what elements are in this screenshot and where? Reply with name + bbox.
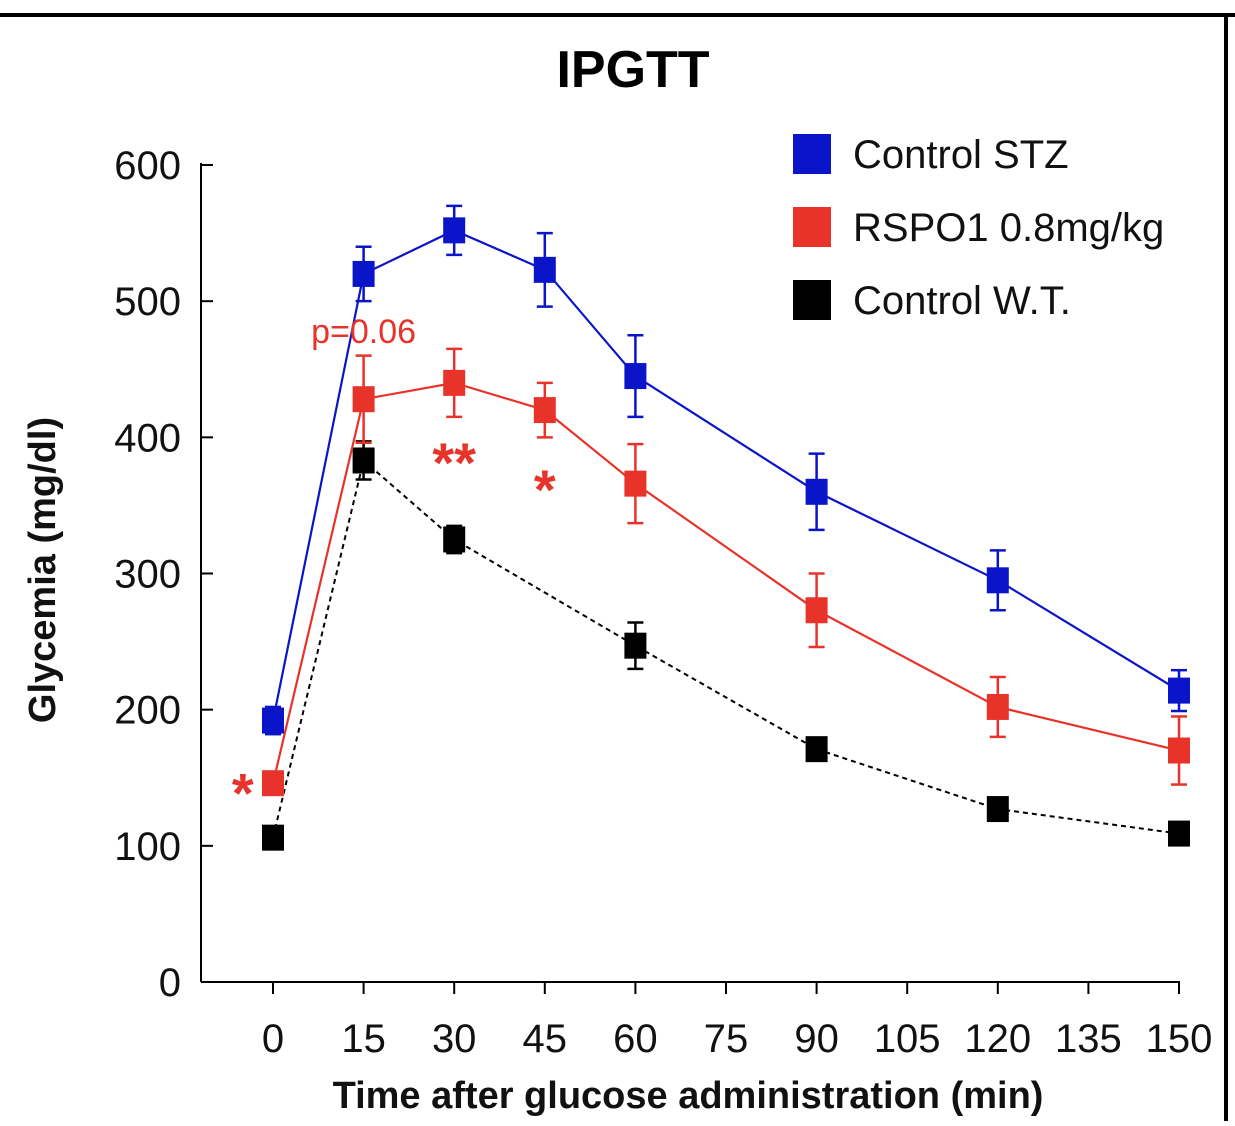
x-tick-label: 120	[964, 1017, 1031, 1061]
data-point	[262, 707, 284, 734]
y-tick-label: 600	[114, 144, 181, 188]
x-tick-label: 45	[523, 1017, 568, 1061]
data-point	[352, 260, 375, 287]
legend-label: Control W.T.	[853, 279, 1071, 323]
y-axis-label: Glycemia (mg/dl)	[22, 417, 64, 723]
data-point	[805, 478, 828, 505]
data-point	[533, 397, 556, 424]
series-layer	[262, 204, 1190, 851]
data-point	[986, 796, 1009, 823]
series-line	[272, 458, 1180, 838]
data-point	[1168, 737, 1190, 764]
chart-title: IPGTT	[556, 41, 709, 99]
x-axis-label: Time after glucose administration (min)	[333, 1075, 1044, 1117]
y-tick-label: 100	[114, 825, 181, 869]
axes: 0 100 200 300 400 500 600 0 15 30 45 60 75 90 105 120 13…	[114, 144, 1212, 1061]
data-point	[624, 363, 647, 390]
y-tick-label: 200	[114, 689, 181, 733]
data-point	[624, 470, 647, 497]
p-value-label: p=0.06	[311, 313, 416, 351]
data-point	[352, 447, 375, 474]
legend-label: Control STZ	[853, 133, 1069, 177]
data-point	[624, 632, 647, 659]
y-tick-label: 300	[114, 553, 181, 597]
x-tick-label: 15	[341, 1017, 386, 1061]
x-tick-label: 150	[1146, 1017, 1213, 1061]
annotations: p=0.06** **	[232, 313, 556, 825]
x-tick-label: 105	[874, 1017, 941, 1061]
series-rspo1-0-8mg-kg	[262, 347, 1190, 797]
data-point	[1168, 820, 1190, 847]
series-control-stz	[262, 204, 1190, 736]
legend-swatch	[793, 280, 831, 320]
y-tick-label: 500	[114, 280, 181, 324]
series-line	[271, 381, 1180, 784]
data-point	[262, 824, 284, 851]
y-tick-label: 0	[159, 961, 181, 1005]
legend-swatch	[793, 207, 831, 247]
x-tick-label: 0	[262, 1017, 284, 1061]
data-point	[986, 693, 1009, 720]
series-line	[271, 229, 1180, 721]
y-tick-label: 400	[114, 416, 181, 460]
data-point	[443, 217, 466, 244]
data-point	[805, 736, 828, 763]
data-point	[1168, 677, 1190, 704]
data-point	[805, 597, 828, 624]
x-tick-label: 75	[704, 1017, 749, 1061]
significance-marker: *	[232, 762, 254, 825]
data-point	[533, 256, 556, 283]
legend-swatch	[793, 134, 831, 174]
x-tick-label: 90	[794, 1017, 839, 1061]
series-control-w-t-	[262, 440, 1190, 851]
legend-label: RSPO1 0.8mg/kg	[853, 206, 1164, 250]
data-point	[443, 369, 466, 396]
significance-marker: **	[432, 431, 476, 494]
x-tick-label: 30	[432, 1017, 477, 1061]
data-point	[986, 567, 1009, 594]
legend: Control STZ RSPO1 0.8mg/kg Control W.T.	[793, 133, 1164, 323]
significance-marker: *	[534, 458, 556, 521]
data-point	[262, 770, 284, 797]
x-tick-label: 135	[1055, 1017, 1122, 1061]
data-point	[443, 526, 466, 553]
data-point	[352, 386, 375, 413]
x-tick-label: 60	[613, 1017, 658, 1061]
